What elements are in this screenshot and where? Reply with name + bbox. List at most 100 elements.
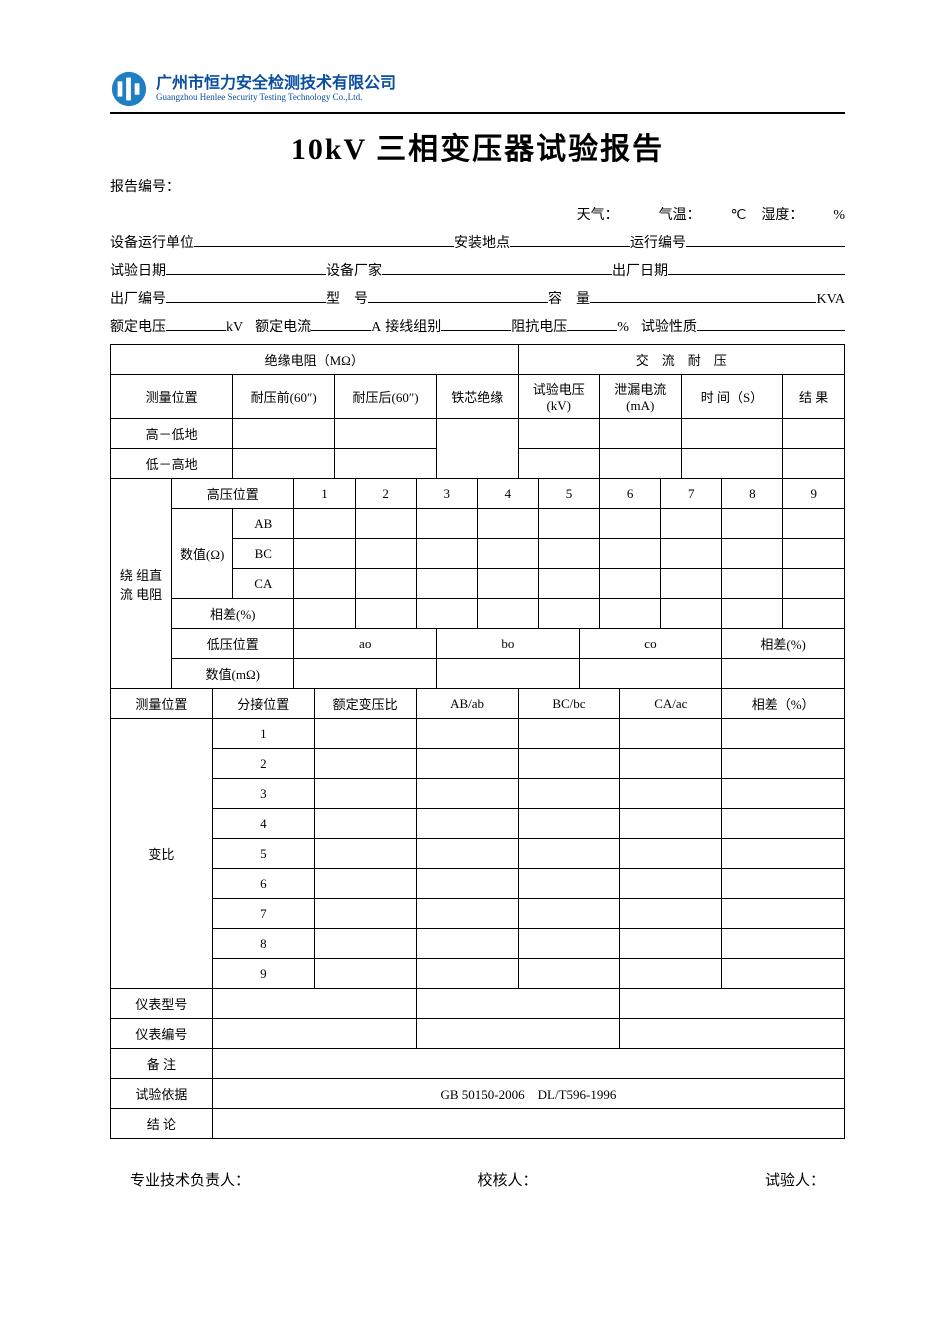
cell-blank[interactable] <box>681 449 783 479</box>
factory-blank[interactable] <box>382 274 612 275</box>
cell-blank[interactable] <box>518 809 620 839</box>
cell-blank[interactable] <box>620 959 722 989</box>
cell-blank[interactable] <box>600 509 661 539</box>
cell-blank[interactable] <box>314 839 416 869</box>
cell-blank[interactable] <box>620 989 845 1019</box>
cell-blank[interactable] <box>314 809 416 839</box>
cell-blank[interactable] <box>518 869 620 899</box>
cell-blank[interactable] <box>538 599 599 629</box>
cell-blank[interactable] <box>355 539 416 569</box>
cell-blank[interactable] <box>722 929 845 959</box>
cell-blank[interactable] <box>233 449 335 479</box>
cell-blank[interactable] <box>579 659 722 689</box>
cell-blank[interactable] <box>538 509 599 539</box>
cell-blank[interactable] <box>518 419 600 449</box>
impv-blank[interactable] <box>567 330 617 331</box>
cell-blank[interactable] <box>294 509 355 539</box>
ratedv-blank[interactable] <box>166 330 226 331</box>
cell-blank[interactable] <box>314 929 416 959</box>
ratedi-blank[interactable] <box>311 330 371 331</box>
capacity-blank[interactable] <box>590 302 816 303</box>
cell-blank[interactable] <box>416 719 518 749</box>
cell-blank[interactable] <box>620 779 722 809</box>
outdate-blank[interactable] <box>668 274 845 275</box>
unit-blank[interactable] <box>194 246 454 247</box>
cell-blank[interactable] <box>600 599 661 629</box>
cell-blank[interactable] <box>600 539 661 569</box>
cell-blank[interactable] <box>620 929 722 959</box>
cell-blank[interactable] <box>538 569 599 599</box>
cell-blank[interactable] <box>294 659 437 689</box>
cell-blank[interactable] <box>661 569 722 599</box>
outno-blank[interactable] <box>166 302 326 303</box>
cell-blank[interactable] <box>416 779 518 809</box>
cell-blank[interactable] <box>335 419 437 449</box>
cell-blank[interactable] <box>722 809 845 839</box>
cell-blank[interactable] <box>335 449 437 479</box>
cell-blank[interactable] <box>600 419 682 449</box>
cell-blank[interactable] <box>722 569 783 599</box>
cell-blank[interactable] <box>416 569 477 599</box>
cell-blank[interactable] <box>600 449 682 479</box>
cell-blank[interactable] <box>518 839 620 869</box>
cell-blank[interactable] <box>416 599 477 629</box>
cell-blank[interactable] <box>518 959 620 989</box>
cell-blank[interactable] <box>518 719 620 749</box>
cell-blank[interactable] <box>661 599 722 629</box>
cell-blank[interactable] <box>518 449 600 479</box>
cell-blank[interactable] <box>416 959 518 989</box>
cell-blank[interactable] <box>722 509 783 539</box>
cell-blank[interactable] <box>314 899 416 929</box>
install-blank[interactable] <box>510 246 630 247</box>
cell-blank[interactable] <box>722 839 845 869</box>
cell-blank[interactable] <box>416 539 477 569</box>
cell-blank[interactable] <box>477 509 538 539</box>
cell-blank[interactable] <box>416 929 518 959</box>
cell-blank[interactable] <box>212 989 416 1019</box>
cell-blank[interactable] <box>620 899 722 929</box>
cell-blank[interactable] <box>416 839 518 869</box>
cell-blank[interactable] <box>437 659 580 689</box>
cell-blank[interactable] <box>722 659 845 689</box>
cell-blank[interactable] <box>518 779 620 809</box>
conn-blank[interactable] <box>441 330 511 331</box>
cell-blank[interactable] <box>722 959 845 989</box>
cell-blank[interactable] <box>294 569 355 599</box>
cell-blank[interactable] <box>314 719 416 749</box>
cell-blank[interactable] <box>620 839 722 869</box>
cell-blank[interactable] <box>681 419 783 449</box>
cell-blank[interactable] <box>355 569 416 599</box>
cell-blank[interactable] <box>538 539 599 569</box>
cell-blank[interactable] <box>722 539 783 569</box>
cell-blank[interactable] <box>314 869 416 899</box>
cell-blank[interactable] <box>416 899 518 929</box>
cell-blank[interactable] <box>416 1019 620 1049</box>
cell-blank[interactable] <box>722 899 845 929</box>
cell-blank[interactable] <box>233 419 335 449</box>
cell-blank[interactable] <box>722 779 845 809</box>
cell-blank[interactable] <box>518 929 620 959</box>
cell-blank[interactable] <box>212 1049 844 1079</box>
cell-blank[interactable] <box>783 539 845 569</box>
cell-blank[interactable] <box>416 749 518 779</box>
cell-blank[interactable] <box>416 989 620 1019</box>
cell-blank[interactable] <box>314 749 416 779</box>
cell-blank[interactable] <box>212 1109 844 1139</box>
nature-blank[interactable] <box>697 330 845 331</box>
cell-blank[interactable] <box>600 569 661 599</box>
date-blank[interactable] <box>166 274 326 275</box>
runno-blank[interactable] <box>686 246 845 247</box>
cell-blank[interactable] <box>783 449 845 479</box>
cell-blank[interactable] <box>416 809 518 839</box>
cell-blank[interactable] <box>518 899 620 929</box>
cell-blank[interactable] <box>437 419 519 479</box>
cell-blank[interactable] <box>783 569 845 599</box>
cell-blank[interactable] <box>416 869 518 899</box>
cell-blank[interactable] <box>620 809 722 839</box>
cell-blank[interactable] <box>477 539 538 569</box>
cell-blank[interactable] <box>477 569 538 599</box>
cell-blank[interactable] <box>294 539 355 569</box>
cell-blank[interactable] <box>416 509 477 539</box>
cell-blank[interactable] <box>783 419 845 449</box>
cell-blank[interactable] <box>294 599 355 629</box>
